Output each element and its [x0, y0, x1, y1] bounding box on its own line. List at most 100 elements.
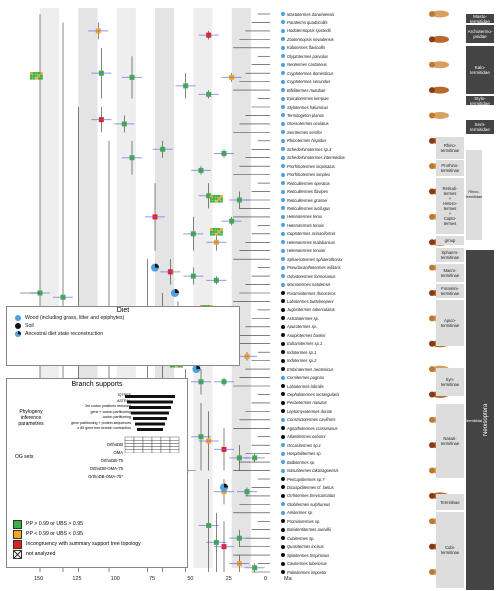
support-matrix-cell	[175, 365, 178, 368]
diet-dot	[281, 392, 285, 397]
taxon-label: Indotermes sp.2	[281, 358, 316, 363]
taxon-name: Globitermes sulphureus	[287, 501, 331, 507]
termite-body	[431, 10, 449, 18]
taxon-name: Apurotermes sp.	[287, 324, 318, 330]
support-matrix-cell	[212, 228, 215, 231]
support-swatch	[13, 539, 22, 549]
diet-dot	[281, 54, 285, 59]
og-matrix-cell	[124, 446, 135, 450]
support-matrix-cell	[215, 233, 218, 236]
axis-tick: 0	[264, 576, 268, 582]
support-matrix-cell	[220, 197, 223, 200]
taxon-label: Termitogeton planus	[281, 113, 324, 118]
termite-head	[429, 290, 435, 296]
termite-head	[429, 239, 435, 246]
termite-head	[429, 11, 435, 17]
og-matrix-cell	[151, 449, 162, 453]
subfamily-label: Sphaero- termitinae	[436, 248, 464, 262]
diet-dot	[281, 172, 285, 177]
taxon-name: Reticulitermes flavipes	[287, 189, 328, 195]
diet-dot	[281, 248, 285, 253]
support-matrix-cell	[35, 72, 38, 75]
diet-dot	[281, 12, 285, 16]
taxon-label: Apurotermes sp.	[281, 324, 317, 329]
og-matrix-cell	[169, 446, 180, 450]
taxon-label: Pericapritermes sp.7	[281, 477, 325, 482]
taxon-label: Anoplotermes banksi	[281, 333, 325, 338]
taxon-name: Neotermes castaneus	[287, 62, 327, 68]
support-legend-item: PP < 0.99 or UBS < 0.95	[13, 529, 141, 539]
diet-dot	[281, 477, 285, 481]
taxon-label: Heterotermes tenuior	[281, 248, 325, 253]
taxon-label: Globitermes sulphureus	[281, 502, 330, 507]
termite-head	[429, 87, 435, 94]
taxon-label: Amitermes sp.	[281, 510, 313, 515]
taxon-label: Reticulitermes flavipes	[281, 189, 328, 194]
support-label: PP < 0.99 or UBS < 0.95	[26, 531, 84, 537]
diet-dot	[281, 282, 285, 287]
taxon-name: Atlantitermes osborni	[287, 434, 326, 440]
taxon-label: Bifiditermes mutubae	[281, 88, 325, 93]
taxon-label: Cephalotermes rectangularis	[281, 392, 339, 397]
diet-dot	[281, 265, 285, 270]
diet-dot	[281, 307, 285, 312]
support-matrix-cell	[37, 77, 41, 80]
taxon-name: Sphaerotermes sphaerothorax	[287, 256, 343, 262]
taxon-name: Promirotermes sp.	[287, 518, 321, 524]
taxon-label: Nasutitermes takasagoensis	[281, 468, 338, 473]
taxon-name: Leptomyxotermes doriae	[287, 408, 333, 414]
taxon-label: Glossotermes oculatus	[281, 121, 329, 126]
taxon-name: Agnathotermes crassinasus	[287, 425, 338, 431]
support-matrix-cell	[220, 195, 223, 198]
taxon-name: Cephalotermes rectangularis	[287, 391, 340, 397]
diet-dot	[281, 553, 285, 558]
support-matrix-cell	[30, 74, 33, 77]
taxon-name: Hodotermopsis sjostedti	[287, 28, 331, 34]
og-row: OrthoDB-75	[100, 458, 123, 463]
param-bar	[137, 428, 163, 431]
taxon-label: Sphaerotermes sphaerothorax	[281, 257, 342, 262]
diet-dot	[281, 71, 285, 76]
diet-dot	[281, 121, 285, 126]
diet-dot	[281, 451, 285, 456]
support-matrix-cell	[215, 200, 218, 203]
support-matrix-cell	[212, 197, 215, 200]
taxon-name: Nasutitermes takasagoensis	[287, 468, 339, 474]
taxon-label: Indotermes sp.1	[281, 350, 316, 355]
support-matrix-cell	[212, 200, 215, 203]
diet-dot	[281, 113, 285, 118]
taxon-name: Indotermes sp.2	[287, 358, 317, 364]
support-matrix	[124, 395, 180, 453]
phylogeny-params-label: Phylogeny inference parametres	[18, 409, 44, 427]
taxon-label: Promirotermes sp.	[281, 519, 320, 524]
diet-legend-soil: Soil	[15, 322, 239, 330]
taxon-name: Occasitermes sp.1	[287, 442, 321, 448]
support-matrix-cell	[32, 77, 35, 80]
og-row: OrthoDB-OMA-75	[89, 466, 123, 471]
axis-tick: 50	[187, 576, 194, 582]
og-matrix-cell	[133, 436, 144, 441]
termitidae-label: Termitidae	[465, 250, 483, 590]
taxon-label: Rhinotermes hispidus	[281, 138, 326, 143]
taxon-label: Neotermes castaneus	[281, 62, 327, 67]
axis-unit: Ma	[284, 576, 292, 582]
axis-tick: 125	[72, 576, 82, 582]
og-matrix-cell	[160, 440, 171, 444]
diet-dot	[281, 510, 285, 515]
param-row: codon partitioning	[102, 415, 131, 419]
taxon-label: Schedorhinotermes sp.4	[281, 147, 331, 152]
og-matrix-cell	[151, 440, 162, 444]
taxon-name: Reticulitermes speratus	[287, 180, 330, 186]
og-matrix-cell	[160, 436, 171, 441]
taxon-label: Serritermes serrifer	[281, 130, 322, 135]
termite-head	[429, 416, 435, 423]
support-legend-item: PP > 0.99 or UBS > 0.95	[13, 519, 141, 529]
subfamily-label: Reticuli- termes + Hetero- termes + Copt…	[436, 178, 464, 234]
taxon-name: Labiotermes labralis	[287, 383, 324, 389]
family-label: Stylo- termitidae	[466, 96, 494, 106]
support-swatch	[13, 519, 22, 529]
taxon-name: Kalotermes flavicollis	[287, 45, 326, 51]
branch-legend-title: Branch supports	[71, 381, 123, 388]
axis-tick: 75	[149, 576, 156, 582]
taxon-name: Pericapritermes sp.7	[287, 476, 325, 482]
